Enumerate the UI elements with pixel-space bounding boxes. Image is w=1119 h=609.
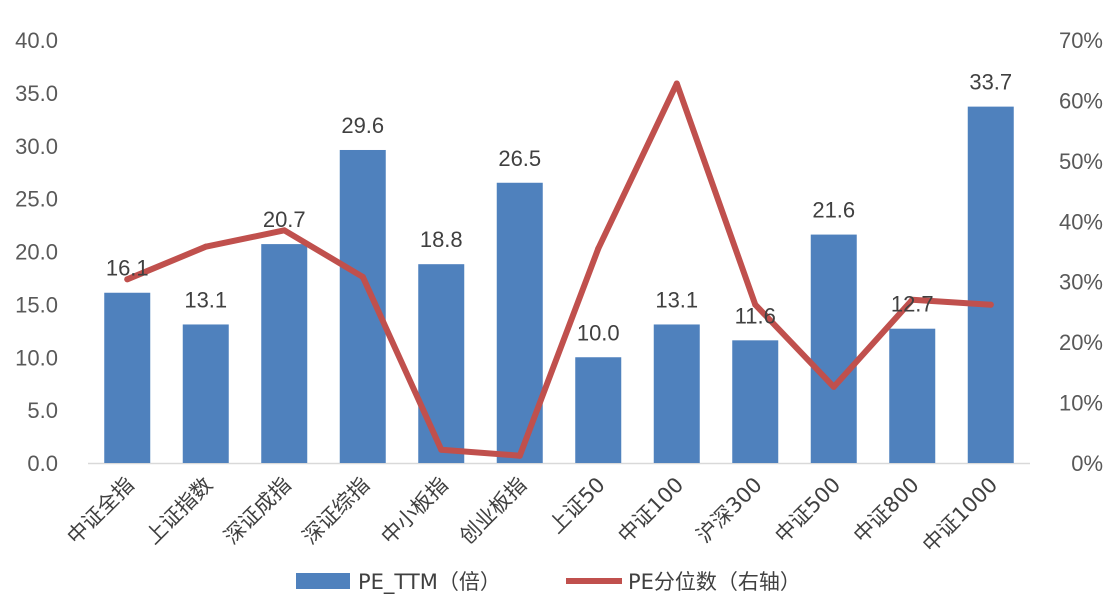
legend-line-label: PE分位数（右轴） <box>628 570 801 594</box>
line-point <box>673 80 680 87</box>
bar <box>104 292 151 463</box>
legend-bar-label: PE_TTM（倍） <box>358 570 501 595</box>
right-axis-tick-label: 10% <box>1059 391 1103 416</box>
line-point <box>359 273 366 280</box>
right-axis-tick-label: 60% <box>1059 88 1103 113</box>
right-axis-tick-label: 50% <box>1059 149 1103 174</box>
right-axis-tick-label: 20% <box>1059 330 1103 355</box>
right-axis-tick-label: 30% <box>1059 270 1103 295</box>
x-axis-category-label: 中证全指 <box>62 473 138 549</box>
bar <box>810 234 857 463</box>
line-point <box>909 296 916 303</box>
bar <box>261 244 308 463</box>
bar-series <box>104 106 1014 464</box>
x-axis-category-label: 沪深300 <box>692 473 767 548</box>
percentile-line <box>124 80 994 459</box>
left-axis: 0.0 5.0 10.0 15.0 20.0 25.0 30.0 35.0 40.0 <box>15 28 58 476</box>
bar-data-label: 29.6 <box>341 113 384 138</box>
bar-data-label: 21.6 <box>812 198 855 223</box>
bar <box>182 324 229 463</box>
line-point <box>281 227 288 234</box>
left-axis-tick-label: 35.0 <box>15 81 58 106</box>
right-axis-tick-label: 70% <box>1059 28 1103 53</box>
line-point <box>516 452 523 459</box>
left-axis-tick-label: 10.0 <box>15 345 58 370</box>
bar <box>653 324 700 463</box>
bar-data-label: 12.7 <box>891 292 934 317</box>
x-axis-category-label: 上证指数 <box>141 473 217 549</box>
legend-bar-swatch <box>296 573 350 589</box>
x-axis-category-label: 中小板指 <box>376 473 452 549</box>
left-axis-tick-label: 40.0 <box>15 28 58 53</box>
bar-data-label: 20.7 <box>263 207 306 232</box>
left-axis-tick-label: 5.0 <box>27 398 58 423</box>
legend: PE_TTM（倍） PE分位数（右轴） <box>296 570 801 595</box>
left-axis-tick-label: 30.0 <box>15 134 58 159</box>
bar-data-label: 18.8 <box>420 227 463 252</box>
x-axis-category-label: 深证综指 <box>298 473 374 549</box>
x-axis-category-label: 创业板指 <box>455 473 531 549</box>
bar <box>418 264 465 463</box>
x-axis-category-label: 深证成指 <box>219 473 295 549</box>
line-point <box>830 383 837 390</box>
bar-data-label: 16.1 <box>106 256 149 281</box>
left-axis-tick-label: 15.0 <box>15 292 58 317</box>
bar <box>889 328 936 463</box>
line-point <box>124 276 131 283</box>
bar <box>732 340 779 463</box>
bar-data-label: 33.7 <box>969 70 1012 95</box>
left-axis-tick-label: 0.0 <box>27 451 58 476</box>
bar-data-labels: 16.1 13.1 20.7 29.6 18.8 26.5 10.0 13.1 11.6 21.6… <box>106 70 1012 346</box>
right-axis: 0% 10% 20% 30% 40% 50% 60% 70% <box>1059 28 1103 476</box>
bar-data-label: 13.1 <box>184 287 227 312</box>
line-point <box>987 301 994 308</box>
x-axis-categories: 中证全指 上证指数 深证成指 深证综指 中小板指 创业板指 上证50 中证100 沪深300 中证… <box>62 473 1002 557</box>
bar-data-label: 10.0 <box>577 320 620 345</box>
right-axis-tick-label: 0% <box>1071 451 1103 476</box>
left-axis-tick-label: 20.0 <box>15 240 58 265</box>
line-point <box>202 243 209 250</box>
line-points <box>124 80 994 459</box>
bar-data-label: 26.5 <box>498 146 541 171</box>
bar <box>575 357 622 463</box>
line-point <box>595 245 602 252</box>
left-axis-tick-label: 25.0 <box>15 187 58 212</box>
right-axis-tick-label: 40% <box>1059 209 1103 234</box>
x-axis-category-label: 中证500 <box>770 473 845 548</box>
bar-data-label: 13.1 <box>655 287 698 312</box>
x-axis-category-label: 中证800 <box>849 473 924 548</box>
x-axis-category-label: 中证1000 <box>918 473 1002 557</box>
line-point <box>438 446 445 453</box>
bar <box>967 106 1014 463</box>
x-axis-category-label: 上证50 <box>544 473 610 539</box>
x-axis-category-label: 中证100 <box>613 473 688 548</box>
bar-data-label: 11.6 <box>735 303 776 328</box>
line-point <box>752 301 759 308</box>
